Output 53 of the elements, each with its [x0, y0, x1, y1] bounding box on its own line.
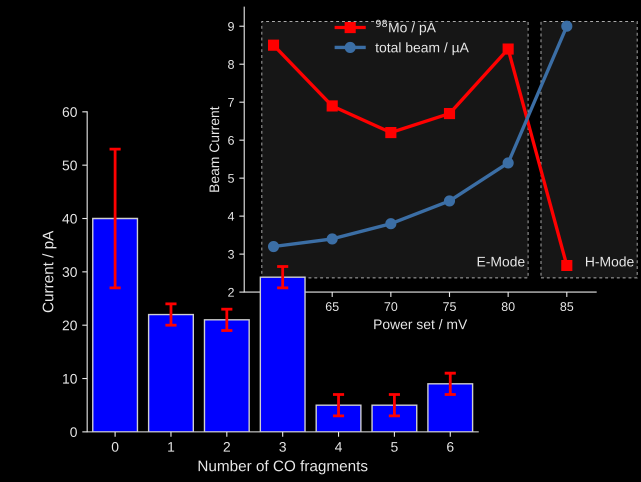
y-tick-label: 9	[228, 22, 234, 31]
x-tick-label: 75	[443, 302, 456, 311]
point	[561, 20, 572, 32]
y-tick-label: 20	[62, 320, 77, 330]
x-tick-label: 65	[326, 302, 339, 311]
y-tick-label: 3	[228, 250, 234, 259]
y-tick-label: 5	[228, 174, 234, 183]
band-label: H-Mode	[586, 256, 634, 267]
point	[385, 218, 396, 230]
band-label: E-Mode	[478, 256, 525, 267]
y-tick-label: 60	[62, 107, 77, 117]
x-tick-label: 4	[334, 442, 342, 452]
y-tick-label: 40	[62, 214, 77, 224]
bar	[260, 276, 306, 432]
x-tick-label: 1	[168, 442, 174, 452]
y-tick-label: 30	[62, 267, 77, 278]
point	[326, 233, 338, 244]
bar	[204, 319, 250, 432]
y-tick-label: 4	[228, 212, 234, 221]
bar	[427, 383, 474, 432]
x-axis-title: Power set / mV	[374, 319, 468, 330]
x-tick-label: 0	[112, 442, 118, 452]
point	[385, 127, 396, 138]
y-axis-title: Beam Current	[209, 106, 220, 192]
point	[444, 108, 456, 120]
point	[268, 240, 280, 252]
y-axis-title: Current / pA	[42, 230, 56, 312]
y-tick-label: 7	[228, 98, 234, 107]
x-tick-label: 5	[391, 442, 398, 452]
point	[561, 260, 572, 272]
bar	[316, 404, 362, 432]
x-tick-label: 85	[560, 302, 574, 311]
y-tick-label: 0	[70, 427, 77, 438]
point	[326, 100, 338, 112]
point	[268, 40, 280, 51]
y-tick-label: 10	[63, 374, 77, 384]
y-tick-label: 50	[62, 160, 77, 170]
y-tick-label: 6	[228, 136, 234, 145]
x-tick-label: 70	[384, 302, 398, 311]
bar	[371, 404, 418, 432]
legend-label: $^{98}$Mo / pA	[376, 20, 436, 36]
x-tick-label: 80	[502, 302, 515, 311]
bar	[92, 218, 138, 432]
x-axis-title: Number of CO fragments	[198, 460, 368, 474]
legend-label: total beam / µA	[375, 42, 469, 56]
point	[502, 157, 514, 169]
x-tick-label: 6	[447, 442, 454, 452]
point	[444, 195, 456, 206]
x-tick-label: 3	[279, 442, 286, 452]
bar	[148, 314, 194, 432]
y-tick-label: 2	[228, 288, 234, 297]
y-tick-label: 8	[228, 60, 234, 69]
point	[502, 43, 514, 55]
